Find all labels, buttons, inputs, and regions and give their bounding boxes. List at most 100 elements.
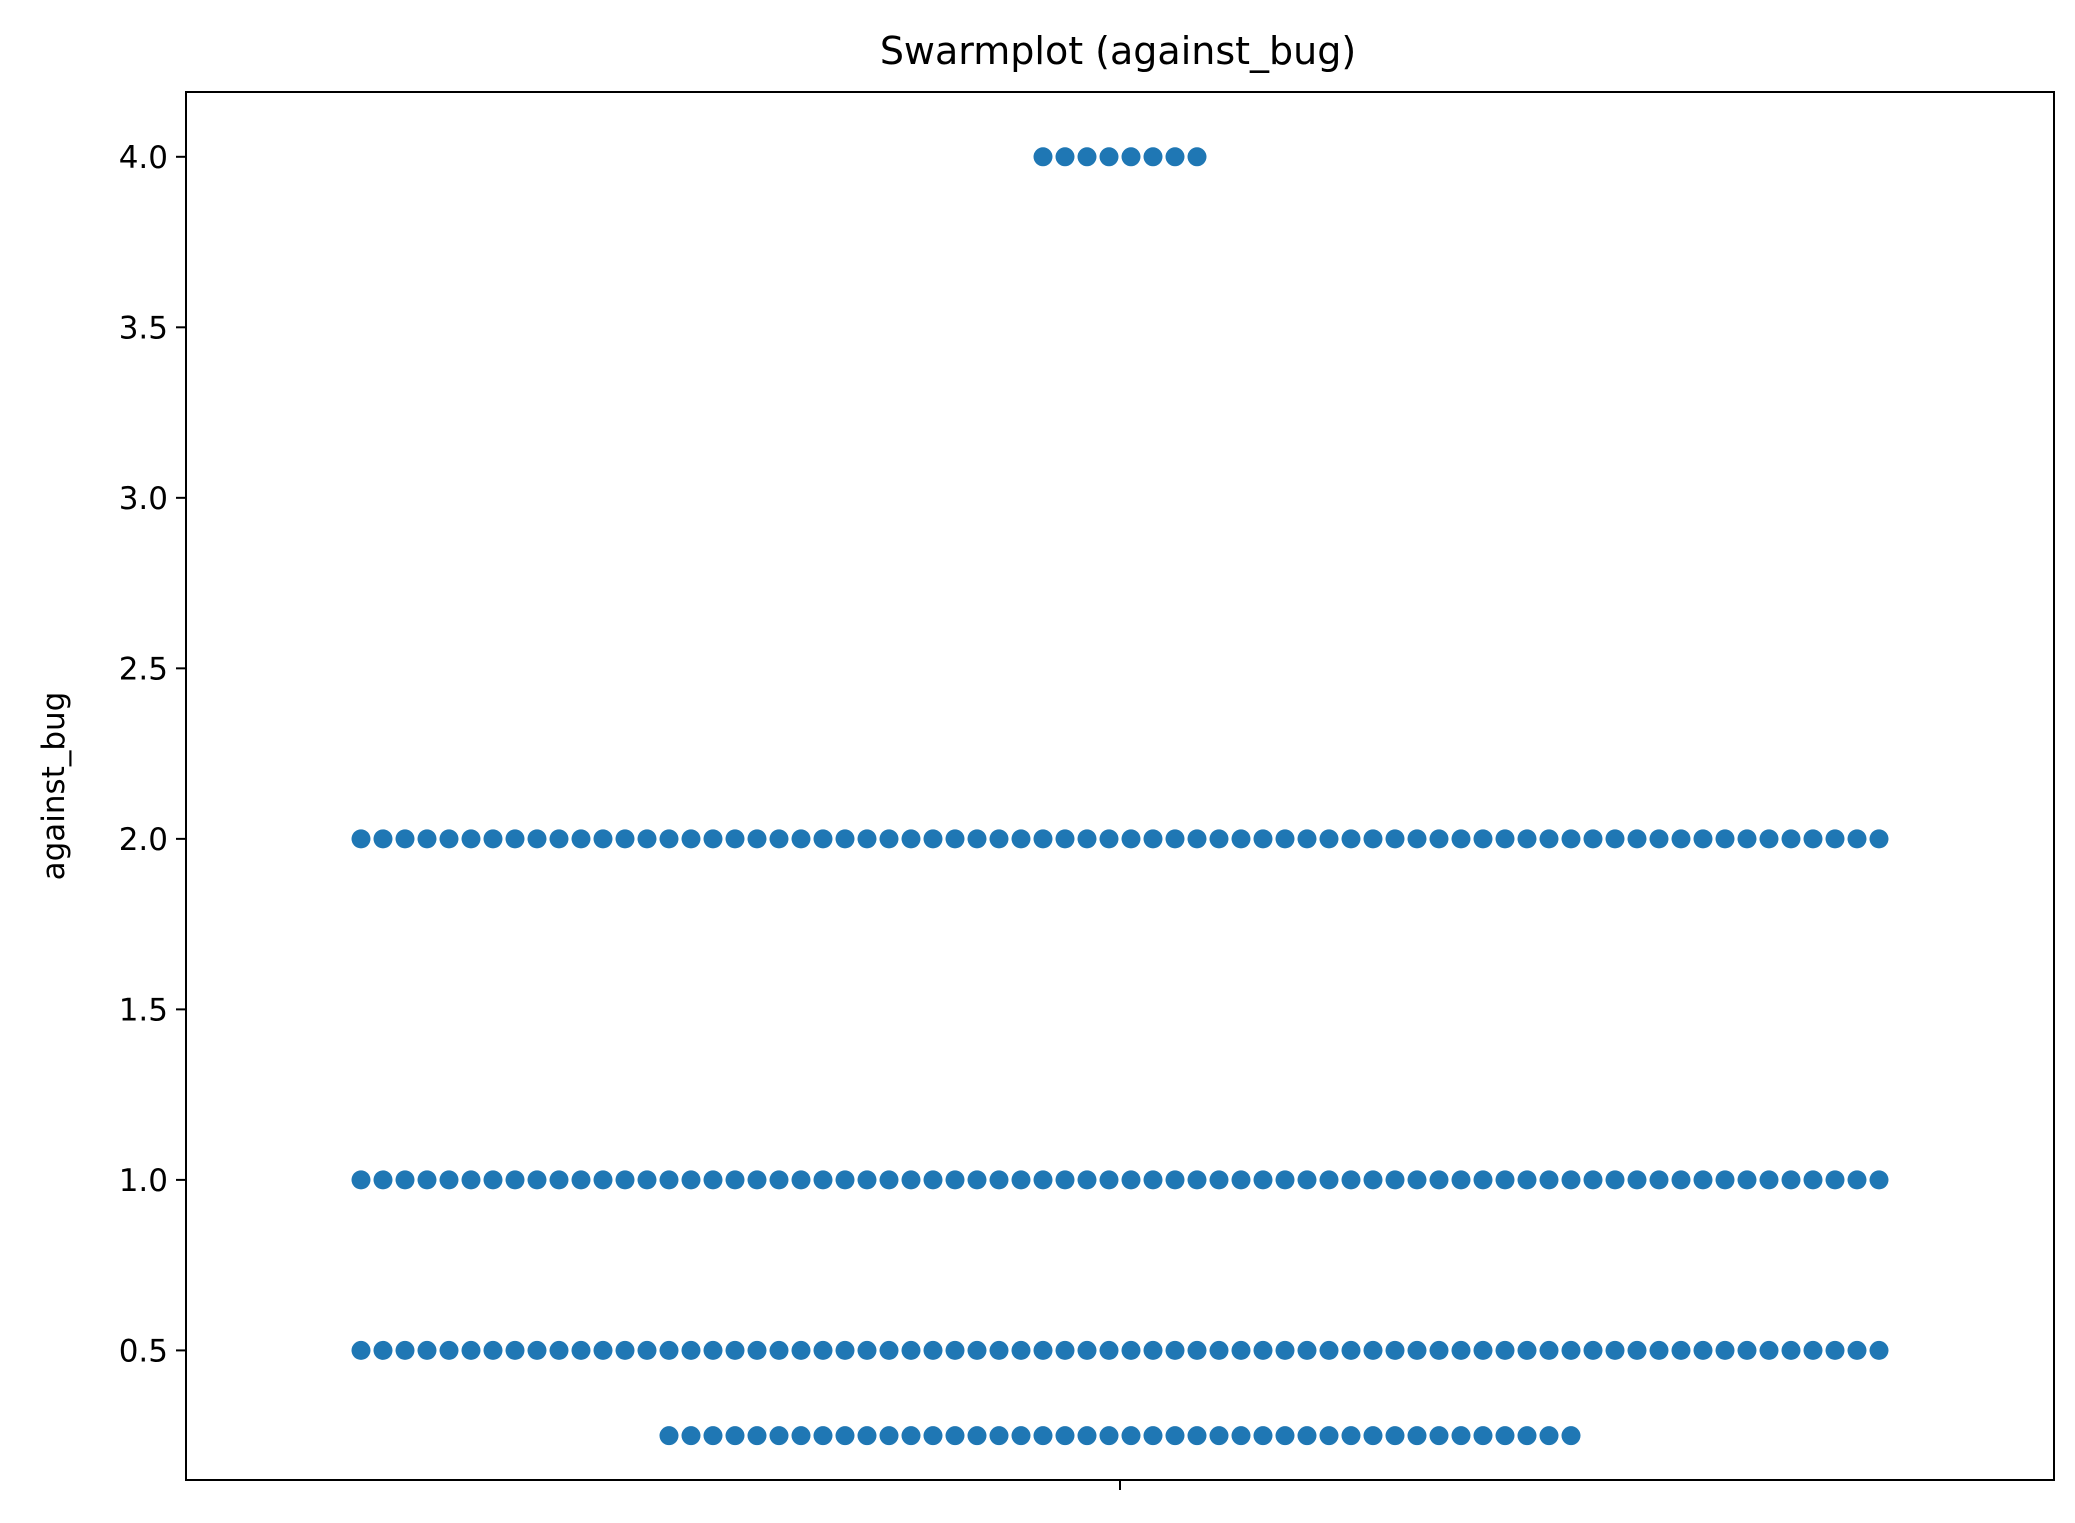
data-point [1011,1170,1031,1190]
data-point [1649,1170,1669,1190]
data-point [1385,1340,1405,1360]
data-point [1737,1340,1757,1360]
data-point [1407,1170,1427,1190]
data-point [945,1170,965,1190]
data-point [1143,147,1163,167]
data-point [1715,1170,1735,1190]
data-point [923,829,943,849]
data-point [439,829,459,849]
data-point [703,1170,723,1190]
data-point [1077,147,1097,167]
data-point [1473,1170,1493,1190]
data-point [1407,1426,1427,1446]
data-point [1671,1170,1691,1190]
data-point [725,1426,745,1446]
data-point [1143,1170,1163,1190]
data-point [967,1426,987,1446]
data-point [461,1340,481,1360]
data-point [615,829,635,849]
data-point [351,1340,371,1360]
data-point [725,1170,745,1190]
swarm-points [351,147,1889,1446]
data-point [373,829,393,849]
data-point [1737,829,1757,849]
data-point [1429,1340,1449,1360]
data-point [1671,1340,1691,1360]
data-point [1231,1170,1251,1190]
data-point [879,1170,899,1190]
data-point [659,829,679,849]
data-point [769,1340,789,1360]
data-point [593,1170,613,1190]
data-point [1121,1340,1141,1360]
data-point [945,829,965,849]
y-tick-label: 2.5 [119,651,168,687]
data-point [417,1340,437,1360]
data-point [395,829,415,849]
data-point [1627,1340,1647,1360]
data-point [1341,1340,1361,1360]
data-point [681,1340,701,1360]
data-point [1187,829,1207,849]
data-point [461,1170,481,1190]
data-point [1297,1170,1317,1190]
data-point [1715,829,1735,849]
data-point [1297,1340,1317,1360]
data-point [1781,1340,1801,1360]
data-point [835,829,855,849]
data-point [505,1170,525,1190]
data-point [1363,1426,1383,1446]
y-tick-label: 0.5 [119,1333,168,1369]
data-point [1407,1340,1427,1360]
data-point [747,1340,767,1360]
data-point [967,1340,987,1360]
data-point [1473,829,1493,849]
data-point [1671,829,1691,849]
data-point [483,1170,503,1190]
data-point [813,1340,833,1360]
data-point [1033,1170,1053,1190]
data-point [351,1170,371,1190]
data-point [1561,1340,1581,1360]
y-axis-label: against_bug [36,692,72,881]
data-point [1143,1426,1163,1446]
data-point [835,1340,855,1360]
data-point [1121,1426,1141,1446]
data-point [571,829,591,849]
data-point [1847,1170,1867,1190]
data-point [1385,1426,1405,1446]
data-point [615,1340,635,1360]
data-point [439,1340,459,1360]
data-point [395,1170,415,1190]
data-point [527,1170,547,1190]
data-point [1055,147,1075,167]
data-point [1275,1426,1295,1446]
data-point [1605,829,1625,849]
data-point [835,1426,855,1446]
data-point [1253,1426,1273,1446]
data-point [439,1170,459,1190]
y-tick-label: 4.0 [119,140,168,176]
y-axis: 0.5 1.0 1.5 2.0 2.5 3.0 3.5 4.0 [119,140,186,1369]
data-point [1055,1340,1075,1360]
data-point [1781,1170,1801,1190]
data-point [1715,1340,1735,1360]
data-point [1363,1170,1383,1190]
data-point [1099,1426,1119,1446]
data-point [769,1170,789,1190]
data-point [1055,829,1075,849]
data-point [1495,1170,1515,1190]
data-point [1121,829,1141,849]
data-point [1319,829,1339,849]
data-point [1517,1340,1537,1360]
data-point [923,1170,943,1190]
data-point [901,829,921,849]
data-point [901,1170,921,1190]
data-point [1649,1340,1669,1360]
data-point [1825,1340,1845,1360]
data-point [417,829,437,849]
data-point [1583,1340,1603,1360]
data-point [1803,1170,1823,1190]
data-point [1495,829,1515,849]
data-point [1429,1426,1449,1446]
